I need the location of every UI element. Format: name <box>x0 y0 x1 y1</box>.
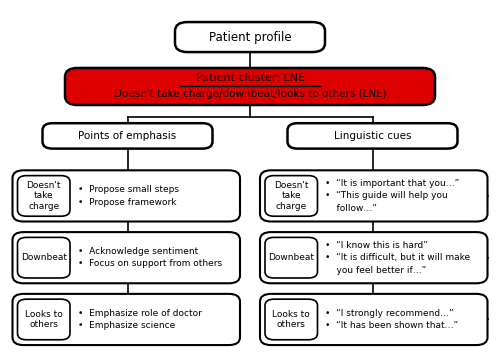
FancyBboxPatch shape <box>12 294 240 345</box>
Text: Looks to
others: Looks to others <box>272 310 310 329</box>
FancyBboxPatch shape <box>260 232 488 283</box>
Text: Patient cluster: LNE: Patient cluster: LNE <box>196 73 304 83</box>
FancyBboxPatch shape <box>265 299 318 340</box>
FancyBboxPatch shape <box>65 68 435 105</box>
Text: Doesn't
take
charge: Doesn't take charge <box>26 181 61 211</box>
FancyBboxPatch shape <box>18 299 70 340</box>
FancyBboxPatch shape <box>175 22 325 52</box>
Text: Doesn't
take
charge: Doesn't take charge <box>274 181 308 211</box>
Text: Looks to
others: Looks to others <box>25 310 62 329</box>
FancyBboxPatch shape <box>18 175 70 216</box>
Text: Downbeat: Downbeat <box>21 253 67 262</box>
FancyBboxPatch shape <box>42 123 212 149</box>
FancyBboxPatch shape <box>265 175 318 216</box>
Text: Linguistic cues: Linguistic cues <box>334 131 411 141</box>
Text: Patient profile: Patient profile <box>208 31 292 43</box>
Text: •  “It is important that you…”
•  “This guide will help you
    follow…”: • “It is important that you…” • “This gu… <box>325 179 459 213</box>
Text: Doesn't take charge/downbeat/looks to others (LNE): Doesn't take charge/downbeat/looks to ot… <box>114 89 386 98</box>
Text: •  Emphasize role of doctor
•  Emphasize science: • Emphasize role of doctor • Emphasize s… <box>78 309 202 330</box>
FancyBboxPatch shape <box>18 237 70 278</box>
FancyBboxPatch shape <box>12 232 240 283</box>
Text: Downbeat: Downbeat <box>268 253 314 262</box>
Text: •  Acknowledge sentiment
•  Focus on support from others: • Acknowledge sentiment • Focus on suppo… <box>78 247 222 268</box>
Text: •  Propose small steps
•  Propose framework: • Propose small steps • Propose framewor… <box>78 185 178 207</box>
Text: Points of emphasis: Points of emphasis <box>78 131 176 141</box>
FancyBboxPatch shape <box>265 237 318 278</box>
Text: •  “I strongly recommend…”
•  “It has been shown that…”: • “I strongly recommend…” • “It has been… <box>325 309 458 330</box>
FancyBboxPatch shape <box>260 170 488 222</box>
FancyBboxPatch shape <box>260 294 488 345</box>
FancyBboxPatch shape <box>288 123 458 149</box>
FancyBboxPatch shape <box>12 170 240 222</box>
Text: •  “I know this is hard”
•  “It is difficult, but it will make
    you feel bett: • “I know this is hard” • “It is difficu… <box>325 241 470 275</box>
